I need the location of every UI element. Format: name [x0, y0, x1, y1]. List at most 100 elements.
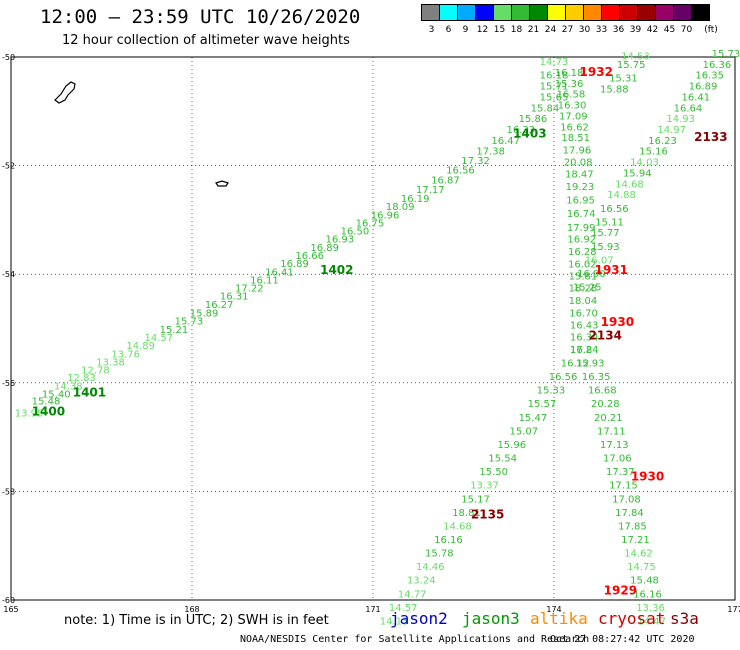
wave-height-value: 16.89 — [310, 243, 339, 254]
wave-height-value: 15.73 — [175, 317, 204, 328]
color-scale-label: 21 — [527, 25, 540, 35]
wave-height-value: 16.62 — [560, 122, 589, 133]
wave-height-value: 16.92 — [567, 235, 596, 246]
track-time-label: 1929 — [604, 584, 637, 598]
y-tick-label: -58 — [2, 487, 15, 496]
wave-height-value: 17.11 — [597, 426, 626, 437]
wave-height-value: 15.73 — [712, 49, 740, 60]
wave-height-value: 15.57 — [528, 399, 557, 410]
wave-height-value: 13.38 — [96, 357, 125, 368]
track-time-label: 1930 — [631, 470, 664, 484]
wave-height-value: 15.36 — [555, 79, 584, 90]
wave-height-value: 12.83 — [67, 373, 96, 384]
wave-height-value: 14.93 — [666, 114, 695, 125]
track-time-label: 2133 — [694, 130, 727, 144]
wave-height-value: 16.36 — [703, 60, 732, 71]
wave-height-value: 15.75 — [617, 60, 646, 71]
wave-height-value: 16.19 — [401, 194, 430, 205]
wave-height-value: 15.48 — [32, 397, 61, 408]
wave-height-value: 15.65 — [540, 92, 569, 103]
x-tick-label: 171 — [365, 605, 380, 614]
wave-height-value: 20.21 — [594, 413, 623, 424]
wave-height-value: 17.17 — [416, 185, 445, 196]
wave-height-value: 15.48 — [630, 576, 659, 587]
wave-height-value: 16.75 — [356, 218, 385, 229]
wave-height-value: 15.86 — [519, 114, 548, 125]
wave-height-value: 14.03 — [630, 158, 659, 169]
wave-height-value: 15.71 — [540, 82, 569, 93]
color-scale-label: 33 — [595, 25, 608, 35]
y-tick-label: -56 — [2, 379, 15, 388]
wave-height-value: 13.95 — [15, 408, 44, 419]
wave-height-value: 16.66 — [295, 251, 324, 262]
color-scale-label: 30 — [578, 25, 591, 35]
wave-height-value: 16.33 — [506, 125, 535, 136]
x-tick-label: 177 — [727, 605, 740, 614]
wave-height-value: 16.47 — [491, 136, 520, 147]
color-scale-label: 36 — [612, 25, 625, 35]
wave-height-value: 16.93 — [325, 235, 354, 246]
wave-height-value: 17.13 — [600, 440, 629, 451]
wave-height-value: 14.57 — [144, 333, 173, 344]
wave-height-value: 16.50 — [341, 227, 370, 238]
wave-height-value: 15.16 — [639, 147, 668, 158]
legend-item: jason3 — [462, 609, 520, 628]
track-time-label: 2134 — [589, 328, 622, 342]
color-scale-bar: 3 6 9 12 15 18 21 24 27 30 33 36 39 42 45 70 (ft) — [421, 4, 718, 35]
wave-height-value: 18.47 — [565, 170, 594, 181]
color-scale-label: 42 — [646, 25, 659, 35]
wave-height-value: 16.35 — [695, 71, 724, 82]
wave-height-value: 16.07 — [585, 255, 614, 266]
y-tick-label: -60 — [2, 596, 15, 605]
x-tick-label: 168 — [184, 605, 199, 614]
wave-height-value: 15.17 — [461, 494, 490, 505]
x-tick-label: 174 — [546, 605, 561, 614]
wave-height-value: 16.74 — [567, 209, 596, 220]
wave-height-value: 14.62 — [624, 549, 653, 560]
wave-height-value: 15.11 — [595, 217, 624, 228]
wave-height-value: 16.16 — [633, 589, 662, 600]
wave-height-value: 17.84 — [615, 508, 644, 519]
page-title: 12:00 – 23:59 UTC 10/26/2020 — [40, 6, 361, 28]
wave-height-value: 15.94 — [623, 168, 652, 179]
wave-height-value: 14.73 — [540, 57, 569, 68]
wave-height-value: 16.56 — [446, 166, 475, 177]
wave-height-value: 16.89 — [280, 259, 309, 270]
wave-height-value: 14.97 — [657, 125, 686, 136]
color-scale-unit: (ft) — [704, 25, 718, 35]
wave-height-value: 15.47 — [519, 413, 548, 424]
wave-height-value: 16.43 — [570, 321, 599, 332]
wave-height-value: 14.68 — [443, 521, 472, 532]
wave-height-value: 17.06 — [603, 454, 632, 465]
wave-height-value: 14.13 — [380, 616, 409, 627]
wave-height-value: 16.70 — [569, 309, 598, 320]
wave-height-value: 16.95 — [566, 196, 595, 207]
wave-height-value: 16.27 — [205, 300, 234, 311]
track-time-label: 1400 — [32, 404, 65, 418]
wave-height-value: 16.28 — [568, 247, 597, 258]
wave-height-value: 18.28 — [569, 284, 598, 295]
color-scale-label: 12 — [476, 25, 489, 35]
wave-height-value: 14.88 — [607, 190, 636, 201]
wave-height-value: 14.89 — [126, 341, 155, 352]
wave-height-value: 16.41 — [681, 92, 710, 103]
track-time-label: 1403 — [513, 126, 546, 140]
wave-height-value: 17.08 — [612, 494, 641, 505]
credit-line: NOAA/NESDIS Center for Satellite Applica… — [240, 634, 590, 645]
y-tick-label: -50 — [2, 53, 15, 62]
color-scale-label: 24 — [544, 25, 557, 35]
wave-height-value: 16.41 — [265, 267, 294, 278]
wave-height-value: 15.21 — [160, 325, 189, 336]
color-scale-label: 18 — [510, 25, 523, 35]
color-scale-label: 9 — [462, 25, 469, 35]
wave-height-value: 14.53 — [621, 52, 650, 63]
generated-timestamp: Oct 27 08:27:42 UTC 2020 — [550, 634, 695, 645]
wave-height-value: 16.96 — [371, 210, 400, 221]
wave-height-value: 20.08 — [564, 158, 593, 169]
wave-height-value: 14.77 — [398, 589, 427, 600]
page-subtitle: 12 hour collection of altimeter wave hei… — [62, 33, 350, 48]
wave-height-value: 15.25 — [573, 282, 602, 293]
wave-height-value: 16.34 — [570, 332, 599, 343]
wave-height-value: 16.31 — [220, 292, 249, 303]
wave-height-value: 15.50 — [479, 467, 508, 478]
